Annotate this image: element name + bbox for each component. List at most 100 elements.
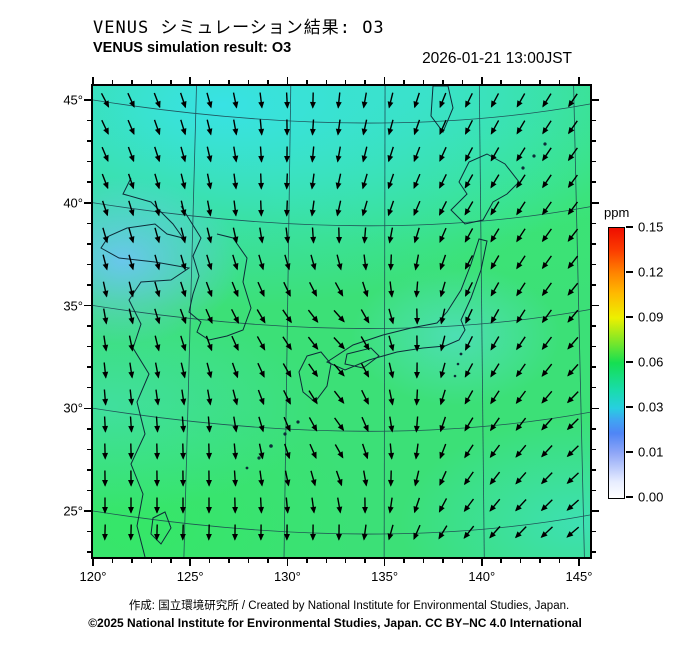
wind-arrow-head <box>102 371 109 379</box>
y-axis-tick <box>592 530 596 533</box>
colorbar-tick-label: 0.12 <box>638 264 664 280</box>
wind-arrow-head <box>542 154 549 162</box>
wind-arrow-head <box>413 235 420 244</box>
x-axis-tick <box>442 80 444 84</box>
wind-arrow-head <box>309 128 316 136</box>
wind-arrow-head <box>567 153 575 162</box>
wind-arrow-head <box>128 425 135 433</box>
wind-arrow-head <box>285 315 292 324</box>
wind-arrow-head <box>258 506 265 514</box>
wind-arrow-head <box>566 504 574 511</box>
wind-arrow-head <box>258 236 265 244</box>
x-axis-tick <box>422 559 425 563</box>
wind-arrow-head <box>413 398 420 406</box>
wind-arrow-head <box>515 477 522 485</box>
wind-arrow-head <box>180 398 187 406</box>
wind-arrow-head <box>362 289 369 298</box>
x-axis-tick <box>189 559 191 566</box>
x-axis-tick <box>325 80 328 84</box>
x-axis-tick <box>208 559 211 563</box>
wind-arrow-head <box>102 208 109 217</box>
wind-arrow-head <box>335 182 342 190</box>
wind-arrow-head <box>335 128 342 136</box>
wind-arrow-head <box>103 100 110 108</box>
y-axis-tick <box>87 140 91 142</box>
meridian-line <box>478 86 485 557</box>
wind-arrow-head <box>232 507 239 514</box>
wind-arrow-head <box>154 127 161 136</box>
wind-arrow-head <box>310 534 316 541</box>
wind-arrow-head <box>337 396 345 404</box>
ryukyu-islands <box>245 420 300 470</box>
x-axis-tick <box>208 80 211 84</box>
x-axis-tick <box>500 80 502 84</box>
wind-arrow-head <box>413 532 419 541</box>
wind-arrow-head <box>284 129 290 136</box>
wind-arrow-head <box>516 154 523 162</box>
wind-arrow-head <box>128 452 135 460</box>
wind-arrow-head <box>206 289 213 298</box>
y-axis-tick <box>592 489 596 492</box>
x-axis-tick <box>228 559 230 563</box>
parallel-line <box>93 202 590 227</box>
parallel-line <box>93 407 590 432</box>
wind-arrow-head <box>259 316 266 324</box>
wind-arrow-head <box>567 207 575 215</box>
y-axis-tick <box>87 325 91 327</box>
wind-arrow-head <box>311 369 319 378</box>
y-axis-tick <box>592 345 596 348</box>
x-axis-label: 140° <box>468 569 496 584</box>
x-axis-tick <box>111 559 114 563</box>
y-axis-tick <box>87 263 91 266</box>
wind-arrow-head <box>336 506 343 514</box>
wind-arrow-head <box>464 235 471 243</box>
wind-arrow-head <box>542 127 549 135</box>
wind-arrow-head <box>102 181 109 190</box>
wind-arrow-head <box>387 506 394 514</box>
wind-arrow-head <box>516 262 523 270</box>
wind-arrow-head <box>439 344 446 352</box>
wind-arrow-head <box>154 425 161 433</box>
wind-arrow-head <box>567 234 575 242</box>
wind-arrow-head <box>387 236 394 244</box>
wind-arrow-head <box>542 180 549 189</box>
wind-arrow-head <box>489 504 497 512</box>
wind-arrow-head <box>206 155 213 163</box>
y-axis-tick <box>592 140 596 142</box>
wind-arrow-head <box>439 290 446 298</box>
wind-arrow-head <box>284 534 290 541</box>
wind-arrow-head <box>155 100 161 109</box>
wind-arrow-head <box>414 345 420 352</box>
x-axis-tick <box>267 559 269 563</box>
wind-arrow-head <box>102 263 109 271</box>
wind-arrow-head <box>102 317 109 325</box>
y-axis-tick <box>87 489 91 492</box>
wind-arrow-head <box>463 477 471 486</box>
coastline-korea <box>180 205 252 341</box>
y-axis-tick <box>87 428 91 430</box>
wind-arrow-head <box>567 369 574 377</box>
colorbar-tick-label: 0.03 <box>638 399 664 415</box>
y-axis-tick <box>592 119 596 122</box>
y-axis-tick <box>87 469 91 471</box>
wind-arrow-head <box>463 504 471 512</box>
wind-arrow-head <box>311 289 317 297</box>
wind-arrow-head <box>465 100 471 108</box>
wind-arrow-head <box>388 290 395 298</box>
wind-arrow-head <box>361 101 368 109</box>
wind-arrow-head <box>362 263 369 271</box>
wind-arrow-head <box>490 100 497 108</box>
wind-arrow-head <box>566 477 574 484</box>
y-axis-label: 45° <box>63 92 83 108</box>
y-axis-label: 30° <box>63 400 83 416</box>
wind-arrow-head <box>541 315 549 324</box>
wind-arrow-head <box>154 480 160 487</box>
wind-arrow-head <box>490 154 497 162</box>
meridian-line <box>573 86 585 557</box>
wind-arrow-head <box>206 236 213 244</box>
wind-arrow-head <box>129 100 135 108</box>
wind-arrow-head <box>232 452 239 460</box>
wind-arrow-head <box>387 181 394 190</box>
wind-arrow-head <box>311 451 317 460</box>
wind-arrow-head <box>439 371 446 379</box>
